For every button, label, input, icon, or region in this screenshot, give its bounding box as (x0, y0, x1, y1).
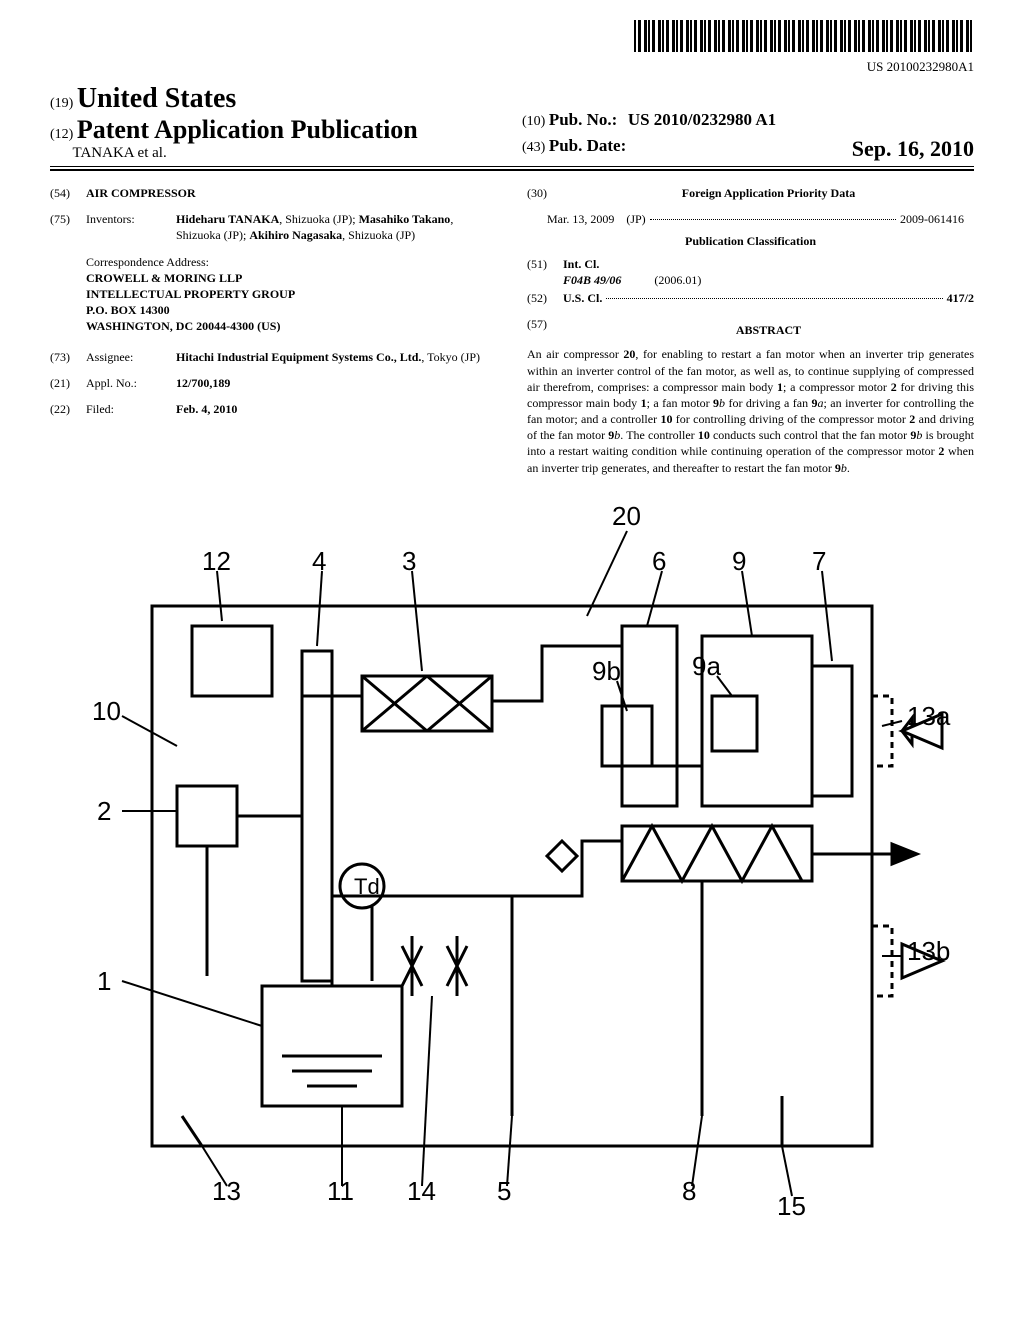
pub-type: Patent Application Publication (77, 115, 418, 144)
pub-no: US 2010/0232980 A1 (628, 110, 776, 129)
priority-date: Mar. 13, 2009 (547, 211, 614, 227)
label-15: 15 (777, 1191, 806, 1222)
abstract-header-row: (57) ABSTRACT (527, 316, 974, 344)
dots (650, 219, 896, 220)
svg-text:Td: Td (354, 874, 380, 899)
figure-svg: Td (62, 496, 962, 1216)
authors-line: TANAKA et al. (50, 145, 502, 162)
corr-group: INTELLECTUAL PROPERTY GROUP (86, 286, 497, 302)
country-line: (19) United States (50, 83, 502, 115)
appl-no: 12/700,189 (176, 375, 497, 391)
corr-city: WASHINGTON, DC 20044-4300 (US) (86, 318, 497, 334)
pub-no-line: (10) Pub. No.: US 2010/0232980 A1 (522, 110, 974, 130)
label-10: 10 (92, 696, 121, 727)
header-rule (50, 169, 974, 171)
inventors-row: (75) Inventors: Hideharu TANAKA, Shizuok… (50, 211, 497, 243)
filed-label: Filed: (86, 401, 176, 417)
filed-code: (22) (50, 401, 86, 417)
header-row: (19) United States (12) Patent Applicati… (50, 83, 974, 167)
abstract-body: An air compressor 20, for enabling to re… (527, 346, 974, 476)
pub-date-code: (43) (522, 140, 545, 155)
priority-header: Foreign Application Priority Data (563, 185, 974, 201)
label-11: 11 (327, 1176, 354, 1207)
corr-name: CROWELL & MORING LLP (86, 270, 497, 286)
dots-2 (606, 298, 942, 299)
priority-no: 2009-061416 (900, 211, 964, 227)
label-9b: 9b (592, 656, 621, 687)
intcl-row: (51) Int. Cl. F04B 49/06 (2006.01) (527, 256, 974, 288)
priority-country: (JP) (626, 211, 645, 227)
intcl-class: F04B 49/06 (563, 273, 621, 287)
assignee-code: (73) (50, 349, 86, 365)
label-6: 6 (652, 546, 666, 577)
appl-label: Appl. No.: (86, 375, 176, 391)
right-column: (30) Foreign Application Priority Data M… (527, 185, 974, 476)
priority-code: (30) (527, 185, 563, 201)
assignee: Hitachi Industrial Equipment Systems Co.… (176, 349, 497, 365)
intcl-label: Int. Cl. (563, 257, 599, 271)
biblio-columns: (54) AIR COMPRESSOR (75) Inventors: Hide… (50, 185, 974, 476)
label-20: 20 (612, 501, 641, 532)
title-row: (54) AIR COMPRESSOR (50, 185, 497, 201)
label-12: 12 (202, 546, 231, 577)
barcode (634, 20, 974, 52)
pub-no-code: (10) (522, 114, 545, 129)
inventors-code: (75) (50, 211, 86, 243)
classification-header: Publication Classification (527, 233, 974, 249)
inventors: Hideharu TANAKA, Shizuoka (JP); Masahiko… (176, 211, 497, 243)
barcode-row (50, 20, 974, 57)
filed: Feb. 4, 2010 (176, 401, 497, 417)
header-left: (19) United States (12) Patent Applicati… (50, 83, 502, 162)
label-5: 5 (497, 1176, 511, 1207)
label-9: 9 (732, 546, 746, 577)
label-13a: 13a (907, 701, 950, 732)
uscl-label: U.S. Cl. (563, 290, 602, 306)
doc-number-top: US 20100232980A1 (50, 59, 974, 75)
corr-label: Correspondence Address: (86, 254, 497, 270)
appl-code: (21) (50, 375, 86, 391)
pub-date-label: Pub. Date: (549, 136, 626, 155)
pub-date-line: (43) Pub. Date: Sep. 16, 2010 (522, 136, 974, 156)
correspondence-block: Correspondence Address: CROWELL & MORING… (86, 254, 497, 335)
label-7: 7 (812, 546, 826, 577)
abstract-code: (57) (527, 316, 563, 344)
inventors-label: Inventors: (86, 211, 176, 243)
label-14: 14 (407, 1176, 436, 1207)
abstract-label: ABSTRACT (563, 322, 974, 338)
priority-data-row: Mar. 13, 2009 (JP) 2009-061416 (527, 211, 974, 227)
priority-header-row: (30) Foreign Application Priority Data (527, 185, 974, 201)
uscl-val: 417/2 (947, 290, 974, 306)
title: AIR COMPRESSOR (86, 185, 497, 201)
label-9a: 9a (692, 651, 721, 682)
label-3: 3 (402, 546, 416, 577)
label-13: 13 (212, 1176, 241, 1207)
pub-type-line: (12) Patent Application Publication (50, 115, 502, 145)
pub-date: Sep. 16, 2010 (852, 136, 974, 162)
header-right: (10) Pub. No.: US 2010/0232980 A1 (43) P… (502, 104, 974, 162)
label-8: 8 (682, 1176, 696, 1207)
corr-po: P.O. BOX 14300 (86, 302, 497, 318)
country: United States (77, 83, 236, 114)
uscl-code: (52) (527, 290, 563, 306)
authors: TANAKA et al. (73, 145, 167, 161)
appl-row: (21) Appl. No.: 12/700,189 (50, 375, 497, 391)
label-1: 1 (97, 966, 111, 997)
pub-type-code: (12) (50, 127, 73, 142)
uscl-row: (52) U.S. Cl. 417/2 (527, 290, 974, 306)
intcl-code: (51) (527, 256, 563, 288)
assignee-label: Assignee: (86, 349, 176, 365)
figure: Td 20 12 4 3 6 9 7 10 9b 9a 13a 2 13b 1 … (62, 496, 962, 1216)
left-column: (54) AIR COMPRESSOR (75) Inventors: Hide… (50, 185, 497, 476)
intcl-year: (2006.01) (654, 273, 701, 287)
pub-no-label: Pub. No.: (549, 110, 617, 129)
assignee-row: (73) Assignee: Hitachi Industrial Equipm… (50, 349, 497, 365)
filed-row: (22) Filed: Feb. 4, 2010 (50, 401, 497, 417)
label-13b: 13b (907, 936, 950, 967)
title-code: (54) (50, 185, 86, 201)
country-code: (19) (50, 96, 73, 111)
label-4: 4 (312, 546, 326, 577)
label-2: 2 (97, 796, 111, 827)
